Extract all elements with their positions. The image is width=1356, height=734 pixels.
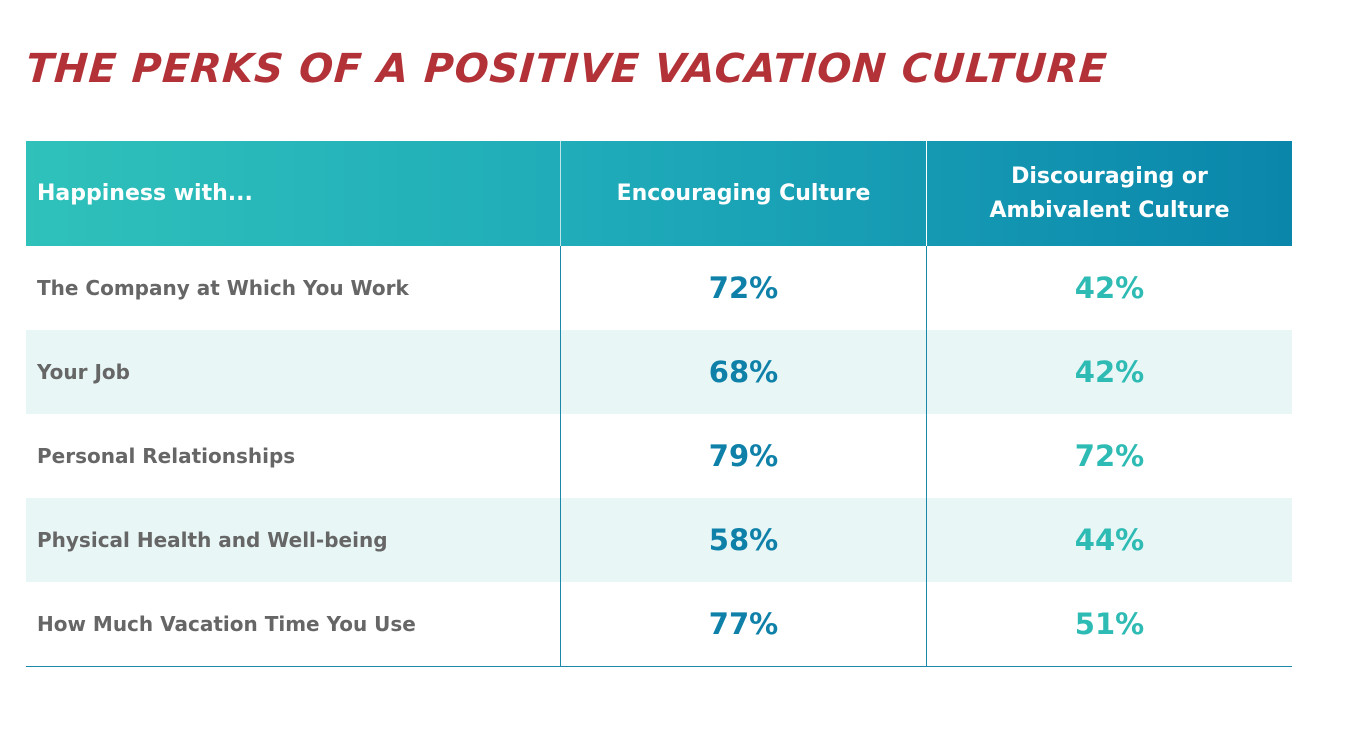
table-row: The Company at Which You Work 72% 42%	[26, 246, 1292, 330]
discouraging-value: 44%	[926, 498, 1292, 582]
chart-title: THE PERKS OF A POSITIVE VACATION CULTURE	[24, 46, 1109, 92]
column-header-discouraging-text: Discouraging or Ambivalent Culture	[989, 163, 1230, 223]
discouraging-value: 51%	[926, 582, 1292, 666]
encouraging-value: 77%	[560, 582, 926, 666]
column-header-category: Happiness with...	[37, 180, 253, 206]
table-row: Physical Health and Well-being 58% 44%	[26, 498, 1292, 582]
data-table: Happiness with... Encouraging Culture Di…	[26, 141, 1292, 667]
table-row: Personal Relationships 79% 72%	[26, 414, 1292, 498]
row-label: Physical Health and Well-being	[37, 528, 388, 552]
encouraging-value: 68%	[560, 330, 926, 414]
table-header: Happiness with... Encouraging Culture Di…	[26, 141, 1292, 246]
encouraging-value: 79%	[560, 414, 926, 498]
row-label: How Much Vacation Time You Use	[37, 612, 416, 636]
column-header-discouraging: Discouraging or Ambivalent Culture	[926, 141, 1292, 246]
table-row: Your Job 68% 42%	[26, 330, 1292, 414]
column-header-encouraging: Encouraging Culture	[560, 141, 926, 246]
table-row: How Much Vacation Time You Use 77% 51%	[26, 582, 1292, 666]
discouraging-value: 42%	[926, 330, 1292, 414]
discouraging-value: 72%	[926, 414, 1292, 498]
row-label: Your Job	[37, 360, 130, 384]
row-label: The Company at Which You Work	[37, 276, 409, 300]
encouraging-value: 58%	[560, 498, 926, 582]
encouraging-value: 72%	[560, 246, 926, 330]
discouraging-value: 42%	[926, 246, 1292, 330]
row-label: Personal Relationships	[37, 444, 296, 468]
table-bottom-rule	[26, 666, 1292, 667]
